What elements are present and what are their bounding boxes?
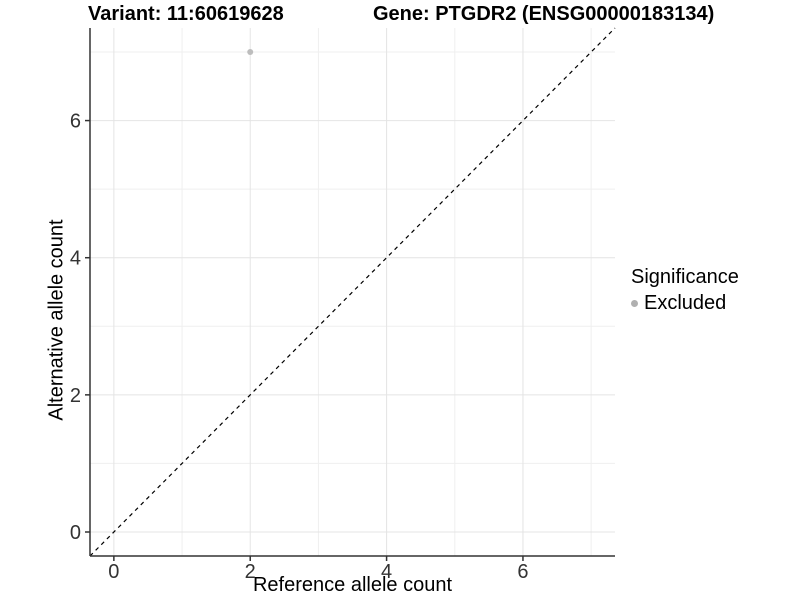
legend-item-excluded: Excluded	[631, 292, 739, 315]
y-tick-label: 4	[70, 248, 81, 270]
x-tick-label: 0	[108, 561, 119, 583]
x-axis-title: Reference allele count	[252, 574, 452, 596]
x-tick-label: 4	[381, 561, 392, 583]
x-tick-label: 6	[517, 561, 528, 583]
identity-line	[89, 27, 616, 557]
y-axis-title: Alternative allele count	[45, 219, 68, 421]
y-tick-label: 6	[70, 111, 81, 133]
plot-title-variant: Variant: 11:60619628	[88, 3, 284, 25]
legend-item-label: Excluded	[644, 292, 727, 314]
y-tick-label: 0	[70, 522, 81, 544]
legend-title: Significance	[631, 266, 739, 288]
legend: Significance Excluded	[631, 266, 739, 315]
x-tick-label: 2	[245, 561, 256, 583]
data-point	[247, 49, 254, 55]
y-tick-label: 2	[70, 385, 81, 407]
plot-title-gene: Gene: PTGDR2 (ENSG00000183134)	[373, 3, 715, 25]
legend-point-swatch-icon	[631, 300, 638, 307]
